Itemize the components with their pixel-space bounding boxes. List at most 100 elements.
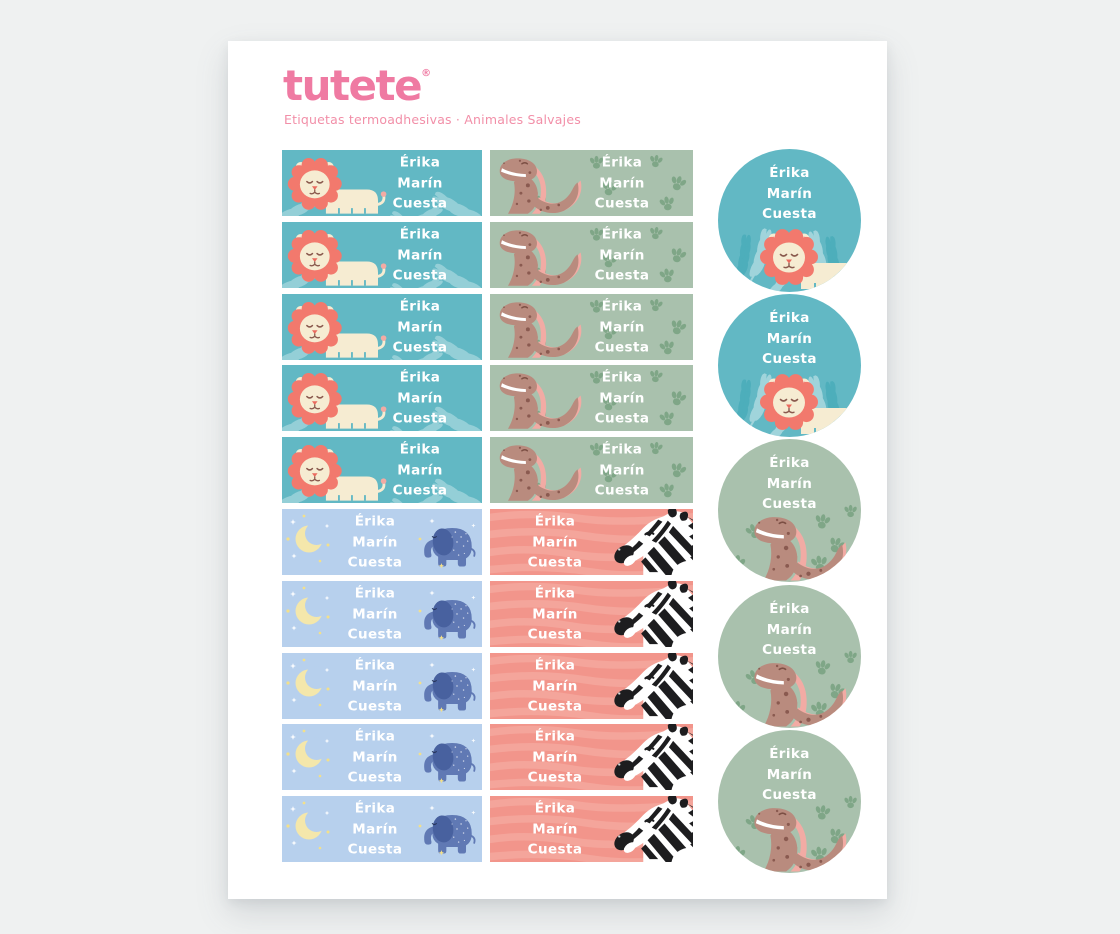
label-strip-lion: Érika Marín Cuesta bbox=[282, 437, 482, 503]
name-line-2: Marín bbox=[397, 246, 443, 263]
name-line-2: Marín bbox=[599, 318, 645, 335]
name-line-3: Cuesta bbox=[527, 698, 583, 715]
personalized-name: Érika Marín Cuesta bbox=[718, 744, 861, 806]
name-line-3: Cuesta bbox=[392, 482, 448, 499]
name-line-2: Marín bbox=[599, 461, 645, 478]
name-line-2: Marín bbox=[532, 677, 578, 694]
round-sticker-lion: Érika Marín Cuesta bbox=[718, 294, 861, 437]
name-line-2: Marín bbox=[532, 533, 578, 550]
name-line-3: Cuesta bbox=[762, 351, 817, 367]
name-line-1: Érika bbox=[354, 585, 396, 602]
personalized-name: Érika Marín Cuesta bbox=[562, 152, 682, 214]
label-strip-lion: Érika Marín Cuesta bbox=[282, 294, 482, 360]
label-sheet: tutete® Etiquetas termoadhesivas · Anima… bbox=[228, 41, 887, 899]
name-line-3: Cuesta bbox=[527, 841, 583, 858]
label-strip-dinosaur: Érika Marín Cuesta bbox=[490, 437, 693, 503]
name-line-1: Érika bbox=[534, 513, 576, 530]
name-line-3: Cuesta bbox=[347, 554, 403, 571]
label-strip-dinosaur: Érika Marín Cuesta bbox=[490, 150, 693, 216]
label-strip-elephant: Érika Marín Cuesta bbox=[282, 653, 482, 719]
name-line-1: Érika bbox=[769, 601, 810, 617]
name-line-1: Érika bbox=[354, 657, 396, 674]
personalized-name: Érika Marín Cuesta bbox=[495, 583, 615, 645]
personalized-name: Érika Marín Cuesta bbox=[360, 439, 480, 501]
name-line-3: Cuesta bbox=[527, 554, 583, 571]
name-line-2: Marín bbox=[352, 748, 398, 765]
name-line-2: Marín bbox=[766, 330, 813, 347]
personalized-name: Érika Marín Cuesta bbox=[718, 599, 861, 661]
name-line-2: Marín bbox=[599, 246, 645, 263]
name-line-2: Marín bbox=[599, 389, 645, 406]
name-line-3: Cuesta bbox=[762, 496, 817, 512]
personalized-name: Érika Marín Cuesta bbox=[718, 453, 861, 515]
round-sticker-dinosaur: Érika Marín Cuesta bbox=[718, 730, 861, 873]
name-line-3: Cuesta bbox=[762, 642, 817, 658]
name-line-2: Marín bbox=[532, 748, 578, 765]
personalized-name: Érika Marín Cuesta bbox=[360, 224, 480, 286]
name-line-3: Cuesta bbox=[594, 267, 650, 284]
label-strip-lion: Érika Marín Cuesta bbox=[282, 365, 482, 431]
name-line-2: Marín bbox=[397, 174, 443, 191]
name-line-1: Érika bbox=[769, 455, 810, 471]
label-strip-lion: Érika Marín Cuesta bbox=[282, 150, 482, 216]
name-line-2: Marín bbox=[352, 533, 398, 550]
name-line-3: Cuesta bbox=[762, 206, 817, 222]
label-strip-elephant: Érika Marín Cuesta bbox=[282, 724, 482, 790]
name-line-3: Cuesta bbox=[392, 339, 448, 356]
name-line-3: Cuesta bbox=[527, 769, 583, 786]
personalized-name: Érika Marín Cuesta bbox=[315, 726, 435, 788]
name-line-2: Marín bbox=[766, 766, 813, 783]
name-line-1: Érika bbox=[534, 800, 576, 817]
name-line-2: Marín bbox=[599, 174, 645, 191]
name-line-1: Érika bbox=[354, 728, 396, 745]
personalized-name: Érika Marín Cuesta bbox=[360, 367, 480, 429]
name-line-2: Marín bbox=[397, 318, 443, 335]
name-line-2: Marín bbox=[766, 185, 813, 202]
name-line-3: Cuesta bbox=[392, 410, 448, 427]
personalized-name: Érika Marín Cuesta bbox=[718, 308, 861, 370]
personalized-name: Érika Marín Cuesta bbox=[562, 224, 682, 286]
name-line-2: Marín bbox=[532, 605, 578, 622]
name-line-3: Cuesta bbox=[762, 787, 817, 803]
personalized-name: Érika Marín Cuesta bbox=[562, 367, 682, 429]
name-line-3: Cuesta bbox=[392, 195, 448, 212]
name-line-2: Marín bbox=[352, 605, 398, 622]
personalized-name: Érika Marín Cuesta bbox=[495, 726, 615, 788]
round-sticker-dinosaur: Érika Marín Cuesta bbox=[718, 585, 861, 728]
name-line-1: Érika bbox=[601, 441, 643, 458]
sheet-subtitle: Etiquetas termoadhesivas · Animales Salv… bbox=[284, 112, 581, 127]
label-strip-lion: Érika Marín Cuesta bbox=[282, 222, 482, 288]
name-line-2: Marín bbox=[766, 475, 813, 492]
name-line-1: Érika bbox=[769, 165, 810, 181]
name-line-1: Érika bbox=[399, 441, 441, 458]
name-line-1: Érika bbox=[354, 800, 396, 817]
logo-text: tutete bbox=[283, 61, 423, 110]
label-strip-zebra: Érika Marín Cuesta bbox=[490, 724, 693, 790]
label-strip-elephant: Érika Marín Cuesta bbox=[282, 509, 482, 575]
personalized-name: Érika Marín Cuesta bbox=[315, 655, 435, 717]
label-strip-zebra: Érika Marín Cuesta bbox=[490, 581, 693, 647]
name-line-3: Cuesta bbox=[347, 841, 403, 858]
round-sticker-lion: Érika Marín Cuesta bbox=[718, 149, 861, 292]
personalized-name: Érika Marín Cuesta bbox=[718, 163, 861, 225]
label-strip-zebra: Érika Marín Cuesta bbox=[490, 796, 693, 862]
name-line-3: Cuesta bbox=[347, 698, 403, 715]
name-line-1: Érika bbox=[534, 657, 576, 674]
name-line-3: Cuesta bbox=[347, 769, 403, 786]
personalized-name: Érika Marín Cuesta bbox=[315, 798, 435, 860]
name-line-3: Cuesta bbox=[594, 482, 650, 499]
personalized-name: Érika Marín Cuesta bbox=[495, 655, 615, 717]
name-line-3: Cuesta bbox=[392, 267, 448, 284]
name-line-1: Érika bbox=[534, 585, 576, 602]
name-line-3: Cuesta bbox=[347, 626, 403, 643]
name-line-3: Cuesta bbox=[594, 339, 650, 356]
label-strip-zebra: Érika Marín Cuesta bbox=[490, 509, 693, 575]
personalized-name: Érika Marín Cuesta bbox=[495, 511, 615, 573]
name-line-1: Érika bbox=[534, 728, 576, 745]
label-strip-dinosaur: Érika Marín Cuesta bbox=[490, 222, 693, 288]
name-line-1: Érika bbox=[399, 154, 441, 171]
name-line-3: Cuesta bbox=[594, 410, 650, 427]
label-strip-dinosaur: Érika Marín Cuesta bbox=[490, 365, 693, 431]
name-line-2: Marín bbox=[766, 621, 813, 638]
